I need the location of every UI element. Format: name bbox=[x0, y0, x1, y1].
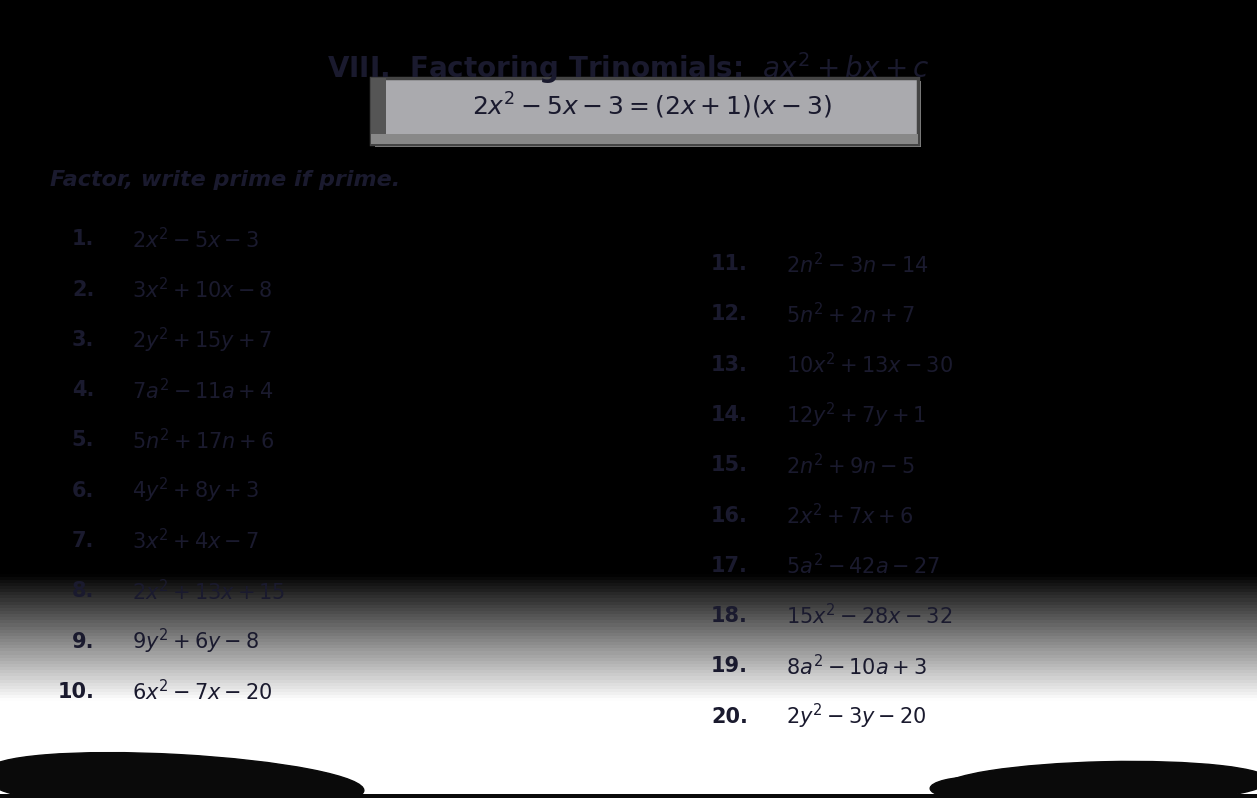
Text: $6x^2 - 7x - 20$: $6x^2 - 7x - 20$ bbox=[132, 679, 273, 705]
Text: Factor, write prime if prime.: Factor, write prime if prime. bbox=[50, 169, 401, 190]
Text: 8.: 8. bbox=[72, 581, 94, 602]
Text: $2x^2 + 7x + 6$: $2x^2 + 7x + 6$ bbox=[786, 503, 913, 528]
Text: 18.: 18. bbox=[711, 606, 748, 626]
Text: $3x^2 + 4x - 7$: $3x^2 + 4x - 7$ bbox=[132, 528, 259, 554]
Text: 2.: 2. bbox=[72, 279, 94, 300]
Ellipse shape bbox=[0, 769, 137, 798]
Text: $7a^2 - 11a + 4$: $7a^2 - 11a + 4$ bbox=[132, 377, 274, 403]
Text: $5n^2 + 2n + 7$: $5n^2 + 2n + 7$ bbox=[786, 302, 914, 327]
Text: $5a^2 - 42a - 27$: $5a^2 - 42a - 27$ bbox=[786, 553, 940, 579]
Text: $2x^2 - 5x - 3 = (2x + 1)(x - 3)$: $2x^2 - 5x - 3 = (2x + 1)(x - 3)$ bbox=[471, 91, 832, 121]
FancyBboxPatch shape bbox=[371, 78, 918, 144]
Text: $3x^2 + 10x - 8$: $3x^2 + 10x - 8$ bbox=[132, 277, 273, 302]
Text: $12y^2 + 7y + 1$: $12y^2 + 7y + 1$ bbox=[786, 401, 925, 429]
Text: 6.: 6. bbox=[72, 480, 94, 501]
Text: 13.: 13. bbox=[711, 354, 748, 375]
Text: $9y^2 + 6y - 8$: $9y^2 + 6y - 8$ bbox=[132, 627, 259, 656]
Text: 17.: 17. bbox=[711, 555, 748, 576]
Text: $10x^2 + 13x - 30$: $10x^2 + 13x - 30$ bbox=[786, 352, 953, 377]
Text: $4y^2 + 8y + 3$: $4y^2 + 8y + 3$ bbox=[132, 476, 259, 505]
Text: 20.: 20. bbox=[711, 706, 748, 727]
Text: 14.: 14. bbox=[711, 405, 748, 425]
Text: $15x^2 - 28x - 32$: $15x^2 - 28x - 32$ bbox=[786, 603, 952, 629]
Text: 16.: 16. bbox=[711, 505, 748, 526]
FancyBboxPatch shape bbox=[0, 794, 1257, 798]
Text: VIII.  Factoring Trinomials:  $ax^2 + bx + c$: VIII. Factoring Trinomials: $ax^2 + bx +… bbox=[327, 50, 930, 85]
FancyBboxPatch shape bbox=[371, 134, 918, 144]
Text: 9.: 9. bbox=[72, 631, 94, 652]
Text: 4.: 4. bbox=[72, 380, 94, 401]
Text: $2y^2 + 15y + 7$: $2y^2 + 15y + 7$ bbox=[132, 326, 273, 354]
Ellipse shape bbox=[0, 753, 363, 798]
Text: 7.: 7. bbox=[72, 531, 94, 551]
Text: 11.: 11. bbox=[711, 254, 748, 275]
Text: 12.: 12. bbox=[711, 304, 748, 325]
Text: $8a^2 - 10a + 3$: $8a^2 - 10a + 3$ bbox=[786, 654, 926, 679]
Text: 1.: 1. bbox=[72, 229, 94, 250]
Ellipse shape bbox=[930, 776, 1031, 798]
Text: $2x^2 + 13x + 15$: $2x^2 + 13x + 15$ bbox=[132, 579, 285, 604]
Text: 15.: 15. bbox=[711, 455, 748, 476]
Text: 10.: 10. bbox=[58, 681, 94, 702]
Text: $2n^2 - 3n - 14$: $2n^2 - 3n - 14$ bbox=[786, 251, 928, 277]
Text: $2y^2 - 3y - 20$: $2y^2 - 3y - 20$ bbox=[786, 702, 926, 731]
Text: 3.: 3. bbox=[72, 330, 94, 350]
Text: $2n^2 + 9n - 5$: $2n^2 + 9n - 5$ bbox=[786, 452, 914, 478]
FancyBboxPatch shape bbox=[371, 78, 386, 144]
Text: 5.: 5. bbox=[72, 430, 94, 451]
Text: 19.: 19. bbox=[711, 656, 748, 677]
Text: $2x^2 - 5x - 3$: $2x^2 - 5x - 3$ bbox=[132, 227, 259, 252]
FancyBboxPatch shape bbox=[375, 81, 921, 147]
Text: $5n^2 + 17n + 6$: $5n^2 + 17n + 6$ bbox=[132, 428, 274, 453]
Ellipse shape bbox=[943, 761, 1257, 798]
